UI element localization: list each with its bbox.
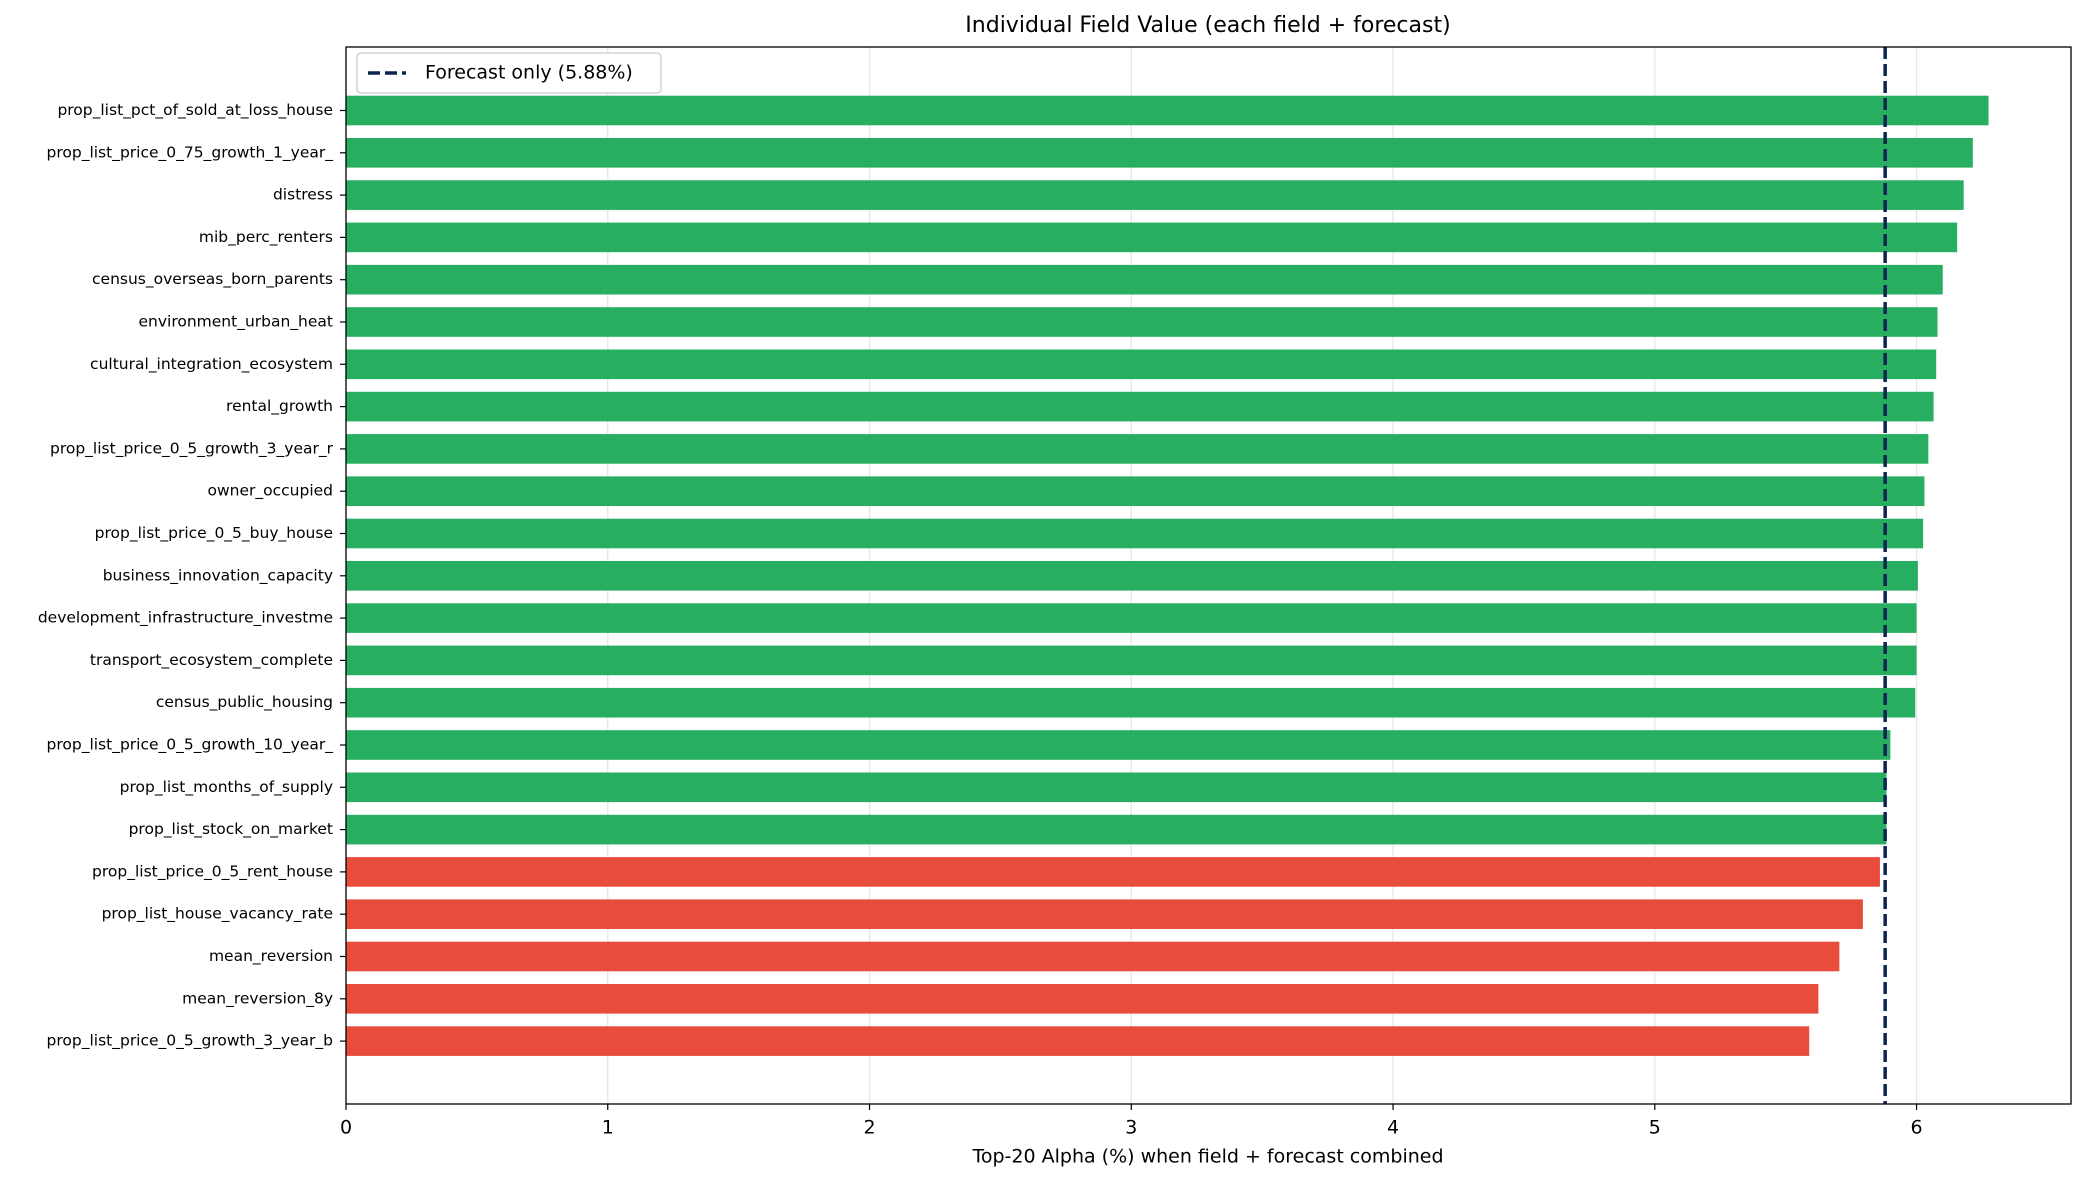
y-tick-label: prop_list_price_0_5_growth_10_year_	[47, 736, 334, 755]
y-tick-label: cultural_integration_ecosystem	[90, 355, 333, 374]
bar	[346, 560, 1918, 591]
y-tick-label: census_public_housing	[156, 693, 333, 712]
x-tick-label: 3	[1125, 1117, 1137, 1139]
x-tick-label: 0	[340, 1117, 352, 1139]
legend-box	[356, 52, 662, 94]
bar	[346, 1026, 1810, 1056]
bar	[346, 857, 1880, 887]
y-tick-label: environment_urban_heat	[138, 313, 333, 332]
chart-title: Individual Field Value (each field + for…	[965, 13, 1450, 38]
bar	[346, 814, 1887, 845]
x-tick-label: 2	[863, 1117, 875, 1139]
y-tick-label: prop_list_house_vacancy_rate	[102, 905, 333, 924]
y-tick-label: prop_list_price_0_5_growth_3_year_b	[47, 1032, 333, 1051]
y-tick-label: census_overseas_born_parents	[92, 270, 333, 289]
bar	[346, 941, 1840, 972]
y-tick-label: mean_reversion_8y	[182, 989, 333, 1008]
bar	[346, 983, 1819, 1014]
bar	[346, 264, 1943, 295]
bar	[346, 603, 1917, 633]
y-tick-label: prop_list_price_0_5_growth_3_year_r	[50, 439, 334, 458]
y-tick-label: prop_list_price_0_5_buy_house	[95, 524, 333, 543]
bar	[346, 391, 1934, 422]
y-tick-label: business_innovation_capacity	[103, 566, 333, 585]
y-tick-label: prop_list_price_0_5_rent_house	[92, 862, 333, 881]
y-tick-label: owner_occupied	[207, 482, 333, 501]
bar	[346, 645, 1917, 676]
bar	[346, 307, 1938, 337]
bar	[346, 349, 1937, 380]
bar	[346, 687, 1916, 718]
x-tick-label: 1	[602, 1117, 614, 1139]
bar	[346, 137, 1973, 168]
y-tick-label: transport_ecosystem_complete	[90, 651, 333, 670]
bar	[346, 476, 1925, 507]
x-axis-label: Top-20 Alpha (%) when field + forecast c…	[971, 1146, 1443, 1168]
y-tick-label: prop_list_months_of_supply	[120, 778, 333, 797]
bar	[346, 772, 1887, 803]
bar	[346, 730, 1891, 760]
bar	[346, 899, 1863, 930]
bar	[346, 434, 1929, 464]
y-tick-label: rental_growth	[226, 397, 333, 416]
bar	[346, 95, 1989, 126]
bar	[346, 518, 1924, 549]
y-tick-label: development_infrastructure_investme	[38, 609, 333, 628]
legend-label: Forecast only (5.88%)	[425, 62, 633, 84]
y-tick-label: prop_list_stock_on_market	[129, 820, 333, 839]
y-tick-label: mean_reversion	[209, 947, 333, 966]
y-tick-label: prop_list_pct_of_sold_at_loss_house	[57, 101, 333, 120]
bar	[346, 222, 1958, 253]
y-tick-label: prop_list_price_0_75_growth_1_year_	[47, 143, 334, 162]
y-tick-label: mib_perc_renters	[199, 228, 333, 247]
plot-frame	[345, 46, 2072, 1105]
x-tick-label: 5	[1649, 1117, 1661, 1139]
bar	[346, 180, 1964, 210]
y-tick-label: distress	[273, 186, 333, 204]
x-tick-label: 4	[1387, 1117, 1399, 1139]
x-tick-label: 6	[1911, 1117, 1923, 1139]
